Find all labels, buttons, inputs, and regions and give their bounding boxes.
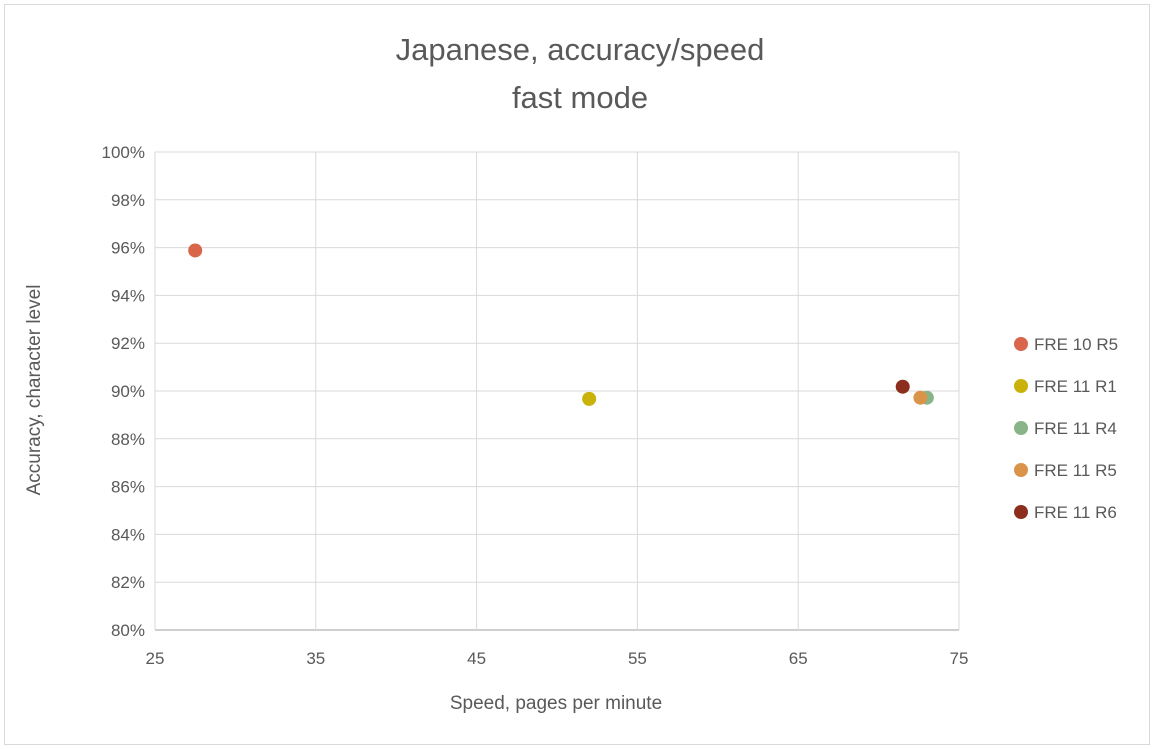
y-tick-label: 86% [111,478,145,497]
chart-title-line-2: fast mode [512,80,648,115]
y-tick-label: 82% [111,573,145,592]
y-tick-label: 88% [111,430,145,449]
y-tick-label: 98% [111,191,145,210]
x-tick-label: 75 [950,649,969,668]
y-tick-label: 100% [102,143,145,162]
legend-marker [1014,463,1028,477]
legend-label: FRE 10 R5 [1034,335,1118,354]
data-point [895,379,910,394]
data-point [913,390,928,405]
y-tick-label: 92% [111,334,145,353]
legend-marker [1014,505,1028,519]
x-tick-label: 45 [467,649,486,668]
x-axis-label: Speed, pages per minute [450,693,662,714]
data-point [582,391,597,406]
y-tick-label: 80% [111,621,145,640]
x-tick-label: 55 [628,649,647,668]
legend-label: FRE 11 R5 [1034,461,1117,480]
legend-marker [1014,421,1028,435]
legend-label: FRE 11 R1 [1034,377,1117,396]
y-tick-label: 90% [111,382,145,401]
y-tick-label: 94% [111,286,145,305]
legend-label: FRE 11 R6 [1034,503,1117,522]
legend-marker [1014,337,1028,351]
y-tick-label: 84% [111,525,145,544]
data-point [188,243,203,258]
chart-title-line-1: Japanese, accuracy/speed [396,32,765,67]
y-axis-label: Accuracy, character level [24,285,45,496]
x-tick-label: 25 [146,649,165,668]
x-tick-label: 65 [789,649,808,668]
x-tick-label: 35 [306,649,325,668]
legend-label: FRE 11 R4 [1034,419,1117,438]
y-tick-label: 96% [111,239,145,258]
legend-marker [1014,379,1028,393]
